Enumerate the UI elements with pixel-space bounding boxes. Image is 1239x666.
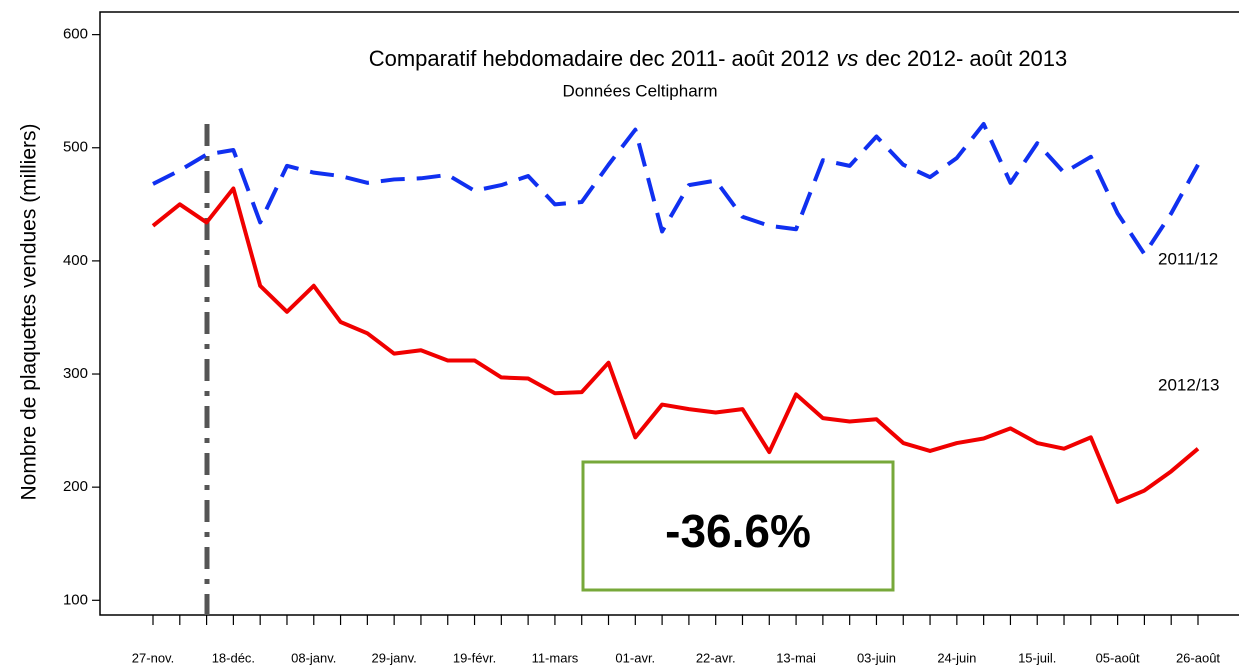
x-tick-label: 18-déc. bbox=[212, 650, 255, 665]
title-part: dec 2012- août 2013 bbox=[865, 46, 1067, 71]
x-tick-label: 19-févr. bbox=[453, 650, 496, 665]
x-tick-label: 15-juil. bbox=[1018, 650, 1056, 665]
title-part: vs bbox=[836, 46, 858, 71]
series-line bbox=[151, 186, 1200, 504]
y-tick-label: 300 bbox=[63, 365, 88, 382]
annotation-box bbox=[581, 460, 895, 592]
y-tick-label: 200 bbox=[63, 478, 88, 495]
series-label: 2011/12 bbox=[1158, 249, 1218, 268]
y-tick-label: 100 bbox=[63, 591, 88, 608]
x-tick-label: 26-août bbox=[1176, 650, 1220, 665]
x-tick-label: 29-janv. bbox=[372, 650, 417, 665]
series-line bbox=[152, 122, 1200, 257]
x-tick-label: 11-mars bbox=[532, 650, 579, 665]
plot-frame bbox=[99, 11, 1239, 616]
chart-subtitle: Données Celtipharm bbox=[563, 81, 718, 100]
x-tick-label: 03-juin bbox=[857, 650, 896, 665]
title-part: Comparatif hebdomadaire dec 2011- août 2… bbox=[369, 46, 830, 71]
x-tick-label: 13-mai bbox=[776, 650, 816, 665]
x-tick-label: 24-juin bbox=[937, 650, 976, 665]
series-label: 2012/13 bbox=[1158, 375, 1219, 394]
y-tick-label: 500 bbox=[63, 139, 88, 156]
y-tick-label: 600 bbox=[63, 26, 88, 43]
x-tick-label: 01-avr. bbox=[615, 650, 655, 665]
y-axis-label: Nombre de plaquettes vendues (milliers) bbox=[18, 123, 41, 500]
annotation: -36.6% bbox=[665, 505, 811, 557]
x-tick-label: 22-avr. bbox=[696, 650, 736, 665]
x-tick-label: 27-nov. bbox=[132, 650, 174, 665]
x-tick-label: 05-août bbox=[1096, 650, 1140, 665]
x-tick-label: 08-janv. bbox=[291, 650, 336, 665]
chart-title: Comparatif hebdomadaire dec 2011- août 2… bbox=[369, 46, 1068, 71]
y-tick-label: 400 bbox=[63, 252, 88, 269]
